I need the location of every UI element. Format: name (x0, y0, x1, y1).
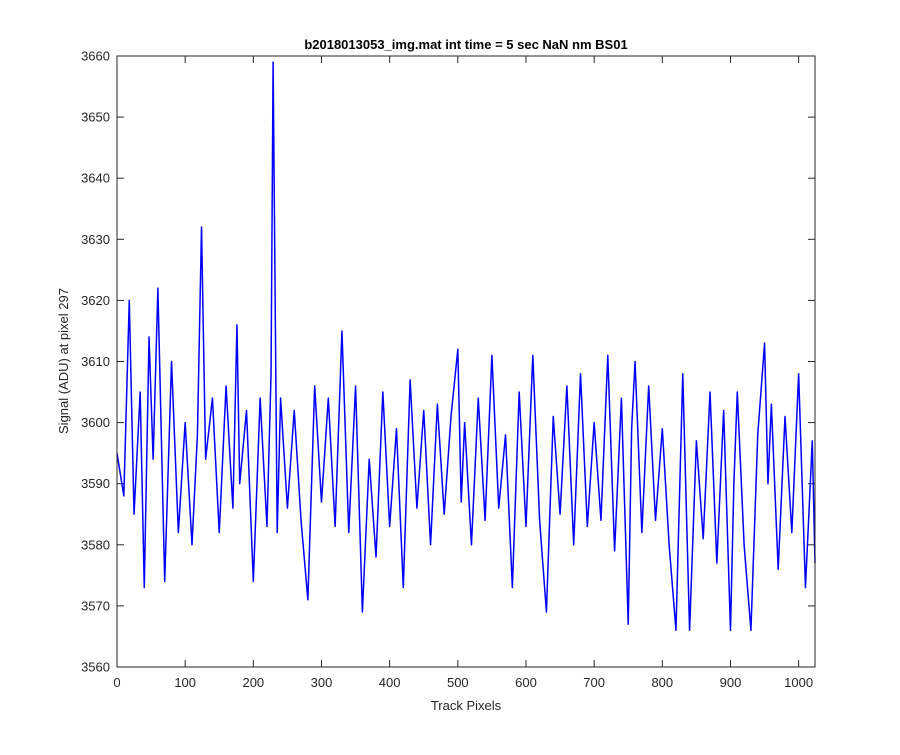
x-tick-label-0: 0 (113, 675, 120, 690)
y-tick-label-9: 3650 (81, 110, 110, 125)
x-tick-label-4: 400 (379, 675, 401, 690)
y-tick-label-7: 3630 (81, 232, 110, 247)
x-tick-label-3: 300 (311, 675, 333, 690)
y-tick-label-0: 3560 (81, 660, 110, 675)
y-tick-label-5: 3610 (81, 354, 110, 369)
y-tick-label-8: 3640 (81, 171, 110, 186)
y-tick-label-10: 3660 (81, 49, 110, 64)
x-tick-label-8: 800 (651, 675, 673, 690)
series-line (116, 61, 816, 632)
y-tick-label-6: 3620 (81, 293, 110, 308)
plot-background (117, 56, 815, 667)
y-tick-label-3: 3590 (81, 476, 110, 491)
x-tick-label-6: 600 (515, 675, 537, 690)
x-axis-label: Track Pixels (431, 698, 502, 713)
x-tick-label-5: 500 (447, 675, 469, 690)
x-tick-label-1: 100 (174, 675, 196, 690)
y-tick-label-2: 3580 (81, 537, 110, 552)
x-tick-label-9: 900 (720, 675, 742, 690)
y-tick-label-1: 3570 (81, 598, 110, 613)
x-tick-label-7: 700 (583, 675, 605, 690)
x-tick-label-10: 1000 (784, 675, 813, 690)
x-tick-label-2: 200 (242, 675, 264, 690)
chart-title: b2018013053_img.mat int time = 5 sec NaN… (304, 37, 627, 52)
plot-frame (116, 55, 816, 668)
axis-tick-labels: 0 100 200 300 400 500 600 700 800 900 1000 3560 3570… (81, 49, 813, 691)
y-tick-label-4: 3600 (81, 415, 110, 430)
y-axis-label: Signal (ADU) at pixel 297 (56, 288, 71, 434)
